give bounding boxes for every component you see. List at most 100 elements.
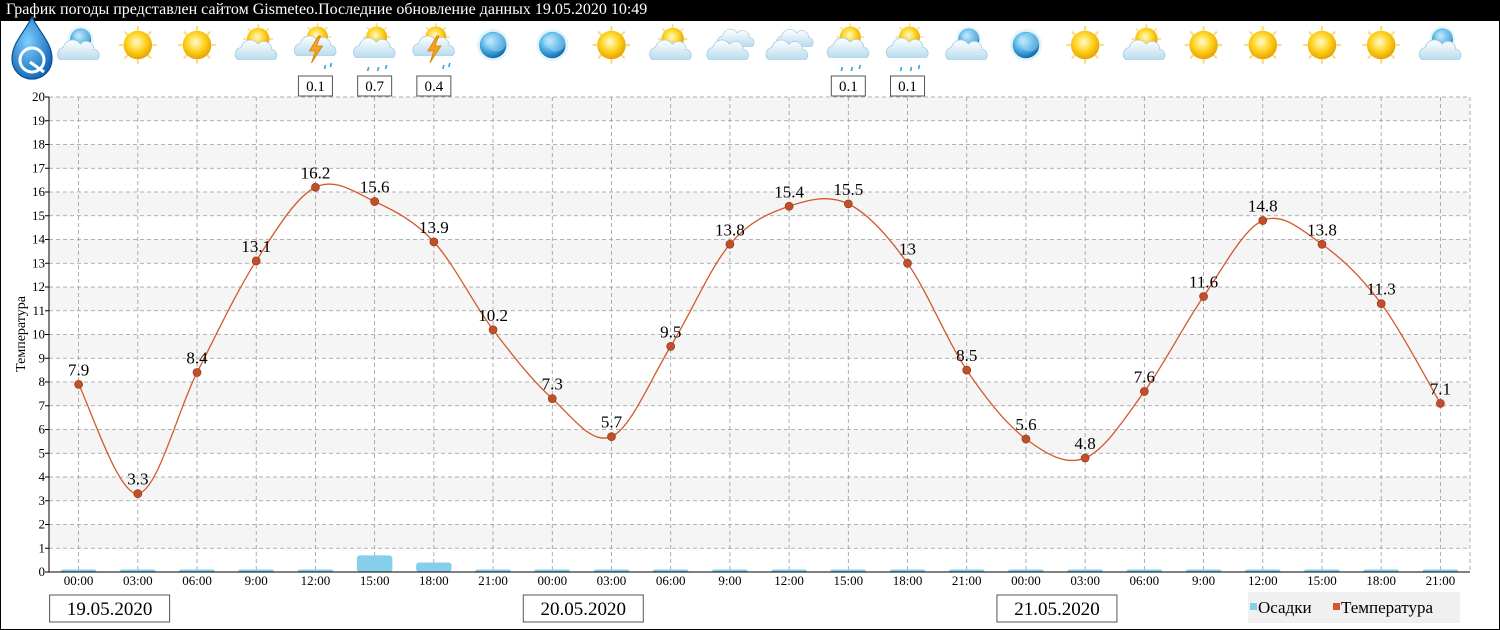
temperature-point <box>1317 239 1327 249</box>
rain-drop <box>384 64 388 70</box>
overcast-icon <box>706 28 755 60</box>
y-tick-label: 6 <box>39 422 46 437</box>
y-tick-label: 17 <box>32 160 46 175</box>
temperature-point <box>251 256 261 266</box>
logo-stroke <box>29 60 45 74</box>
precip-bar <box>1067 569 1103 572</box>
sun-icon <box>1362 25 1401 65</box>
precip-bar <box>712 569 748 572</box>
precip-bar <box>948 569 985 572</box>
temperature-point <box>962 365 972 375</box>
grid-lines <box>49 96 1471 573</box>
precip-value-label: 0.4 <box>416 75 452 97</box>
grid-band <box>49 192 1470 216</box>
temperature-data-label: 7.3 <box>542 375 563 394</box>
temperature-point <box>784 201 794 211</box>
date-labels: 19.05.2020 20.05.2020 21.05.2020 <box>49 594 1118 623</box>
temperature-data-label: 15.5 <box>833 180 863 199</box>
temperature-point <box>429 237 439 247</box>
legend: Осадки Температура <box>1248 592 1460 623</box>
precip-bar <box>534 569 571 572</box>
x-tick-label: 03:00 <box>123 573 153 588</box>
precip-bar <box>830 569 867 572</box>
x-tick-label: 06:00 <box>182 573 212 588</box>
rain-drop <box>448 62 451 68</box>
grid-band <box>49 334 1470 359</box>
temperature-point <box>843 199 853 209</box>
temperature-point <box>370 197 379 206</box>
y-tick-label: 20 <box>32 89 45 104</box>
x-tick-label: 15:00 <box>834 573 864 588</box>
precip-bar <box>475 569 511 572</box>
temperature-data-label: 8.4 <box>186 349 208 368</box>
precip-bar <box>1422 569 1459 572</box>
date-label-group: 19.05.2020 <box>49 594 171 623</box>
y-tick-label: 9 <box>39 350 46 365</box>
clear-night-icon <box>1009 28 1043 62</box>
sun-icon <box>1184 25 1223 65</box>
temperature-point <box>311 182 320 192</box>
x-tick-label: 21:00 <box>1426 573 1456 588</box>
x-tick-label: 18:00 <box>1366 573 1396 588</box>
x-axis: 00:00 03:00 06:00 9:00 12:00 15:00 18:00 21:00 0… <box>49 571 1470 588</box>
temperature-data-label: 13 <box>899 239 916 258</box>
weather-icons-row <box>11 15 1462 80</box>
y-tick-label: 1 <box>39 540 46 555</box>
precip-bar <box>771 569 807 572</box>
thunderstorm-rain-icon <box>293 22 337 70</box>
x-tick-label: 9:00 <box>245 573 268 588</box>
y-tick-label: 5 <box>39 445 46 460</box>
x-tick-label: 12:00 <box>774 573 804 588</box>
x-tick-label: 00:00 <box>64 573 94 588</box>
y-tick-label: 3 <box>39 493 46 508</box>
cloud-rain-icon <box>885 22 929 72</box>
precip-value-box <box>416 75 452 97</box>
x-tick-label: 06:00 <box>656 573 686 588</box>
precip-value-label: 0.1 <box>890 75 926 97</box>
rain-drop <box>323 64 327 70</box>
grid-band <box>49 144 1470 169</box>
temperature-data-label: 11.3 <box>1367 280 1396 299</box>
temperature-data-label: 13.1 <box>241 237 271 256</box>
temperature-point <box>1258 216 1268 225</box>
grid-band <box>49 382 1470 406</box>
precip-bar <box>1304 569 1340 572</box>
precip-value-box <box>890 75 926 97</box>
grid-band <box>49 429 1470 454</box>
precip-value-box <box>830 75 866 97</box>
precip-value-text: 0.4 <box>424 79 443 95</box>
sun-icon <box>592 25 631 65</box>
precip-bar <box>1363 569 1399 572</box>
grid-band <box>49 524 1470 549</box>
precip-bar <box>593 569 630 572</box>
temperature-point <box>1436 399 1445 408</box>
rain-drop <box>366 66 370 72</box>
y-tick-label: 16 <box>32 184 46 199</box>
cloud-rain-icon <box>353 22 396 72</box>
precip-value-label: 0.1 <box>830 75 866 97</box>
y-tick-label: 13 <box>32 255 45 270</box>
grid-band <box>49 287 1470 311</box>
temperature-point <box>192 368 202 377</box>
x-tick-label: 12:00 <box>301 573 331 588</box>
precip-bar <box>1008 569 1044 572</box>
y-tick-label: 2 <box>39 517 46 532</box>
precip-value-text: 0.7 <box>365 79 384 95</box>
temperature-data-label: 7.6 <box>1134 368 1155 387</box>
y-tick-label: 8 <box>39 374 46 389</box>
y-tick-label: 7 <box>39 398 46 413</box>
x-tick-label: 00:00 <box>1011 573 1041 588</box>
partly-cloudy-night-icon <box>57 26 100 60</box>
legend-temp-swatch <box>1333 603 1340 610</box>
plot-background <box>49 97 1470 549</box>
precip-bar <box>120 569 156 572</box>
rain-drop <box>442 64 445 70</box>
rain-drop <box>840 66 844 72</box>
temperature-data-label: 14.8 <box>1248 197 1278 216</box>
precip-value-text: 0.1 <box>839 79 858 95</box>
x-tick-label: 9:00 <box>718 573 741 588</box>
precip-value-label: 0.7 <box>357 75 393 97</box>
date-label-box <box>49 594 171 623</box>
grid-band <box>49 477 1470 501</box>
